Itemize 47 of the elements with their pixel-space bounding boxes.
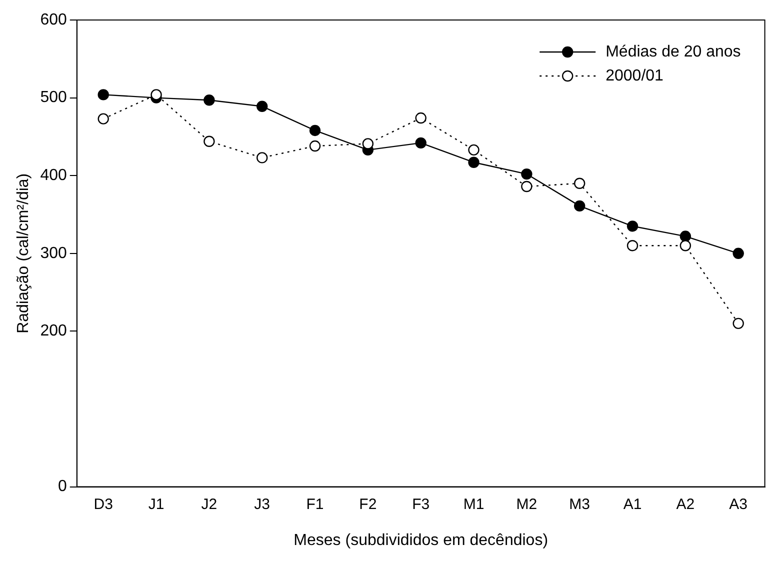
point: [415, 137, 426, 149]
point: [98, 89, 109, 100]
x-tick-label: A1: [623, 496, 642, 513]
point: [150, 89, 162, 100]
point: [680, 240, 692, 252]
legend-label: 2000/01: [606, 67, 664, 84]
legend-label: Médias de 20 anos: [606, 43, 741, 60]
point: [574, 178, 586, 189]
point: [362, 138, 374, 150]
x-tick-label: F1: [306, 496, 324, 513]
x-tick-label: A2: [676, 496, 695, 513]
x-tick-label: M3: [569, 496, 590, 513]
point: [626, 240, 638, 252]
y-tick-label: 300: [40, 244, 67, 262]
y-tick-label: 0: [58, 478, 67, 496]
y-axis-title: Radiação (cal/cm²/dia): [15, 173, 32, 334]
point: [732, 318, 744, 330]
y-tick-label: 500: [40, 89, 67, 106]
point: [204, 94, 215, 106]
point: [98, 113, 109, 124]
point: [680, 230, 692, 242]
point: [309, 140, 321, 152]
x-tick-label: J2: [201, 496, 218, 513]
point: [521, 180, 532, 192]
y-tick-label: 200: [40, 322, 67, 340]
x-tick-label: A3: [729, 496, 748, 513]
x-axis-title: Meses (subdivididos em decêndios): [294, 532, 548, 549]
point: [415, 112, 426, 124]
x-tick-label: M1: [463, 496, 484, 513]
y-tick-label: 600: [40, 11, 67, 28]
x-tick-label: J1: [148, 496, 164, 513]
x-tick-label: J3: [254, 496, 270, 513]
x-tick-label: M2: [516, 496, 538, 513]
point: [468, 144, 480, 156]
point: [204, 136, 215, 147]
point: [732, 248, 744, 259]
point: [256, 100, 268, 112]
y-tick-label: 400: [40, 167, 67, 184]
point: [521, 168, 532, 180]
x-tick-label: F2: [359, 496, 377, 513]
point: [468, 156, 480, 168]
point: [626, 220, 638, 232]
point: [309, 124, 321, 136]
x-tick-label: F3: [412, 496, 430, 513]
point: [256, 152, 268, 164]
x-tick-label: D3: [94, 496, 113, 513]
point: [574, 200, 586, 212]
